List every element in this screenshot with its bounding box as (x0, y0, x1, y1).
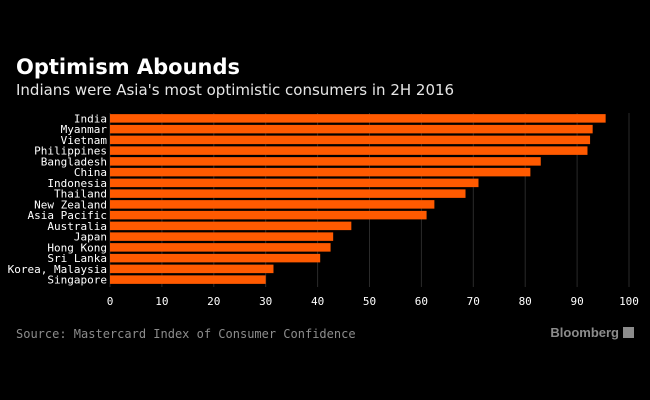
category-label: Japan (74, 231, 107, 244)
terminal-icon (623, 327, 634, 338)
brand-logo: Bloomberg (550, 325, 634, 340)
category-label: Philippines (34, 145, 107, 158)
category-label: Thailand (54, 188, 107, 201)
category-label: Singapore (47, 274, 107, 287)
bar (110, 135, 591, 145)
bar (110, 114, 606, 123)
bar (110, 178, 479, 188)
x-tick-label: 0 (107, 295, 114, 308)
bar (110, 232, 334, 241)
category-label: Indonesia (47, 177, 107, 190)
x-tick-label: 20 (207, 295, 220, 308)
category-label: Hong Kong (47, 241, 107, 254)
bar (110, 157, 541, 166)
x-tick-label: 80 (519, 295, 532, 308)
bar (110, 200, 435, 209)
category-label: Myanmar (61, 123, 108, 136)
x-tick-label: 60 (415, 295, 428, 308)
category-label: China (74, 166, 107, 179)
x-tick-label: 50 (363, 295, 376, 308)
bar (110, 167, 531, 177)
bar (110, 253, 321, 263)
brand-name: Bloomberg (550, 325, 619, 340)
x-tick-label: 40 (311, 295, 324, 308)
source-note: Source: Mastercard Index of Consumer Con… (16, 327, 356, 341)
bar (110, 189, 466, 198)
category-label: New Zealand (34, 198, 107, 211)
bar (110, 146, 588, 155)
bar (110, 264, 274, 274)
x-tick-label: 90 (570, 295, 583, 308)
x-tick-label: 30 (259, 295, 272, 308)
bar (110, 243, 331, 252)
category-label: Asia Pacific (28, 209, 107, 222)
x-tick-label: 100 (619, 295, 639, 308)
chart-subtitle: Indians were Asia's most optimistic cons… (16, 81, 455, 99)
category-label: Vietnam (61, 134, 108, 147)
category-label: Bangladesh (41, 155, 107, 168)
chart-title: Optimism Abounds (16, 55, 241, 79)
bar (110, 275, 266, 284)
category-label: India (74, 112, 107, 125)
bar (110, 221, 352, 231)
x-tick-label: 10 (155, 295, 168, 308)
category-label: Sri Lanka (47, 252, 107, 265)
bar (110, 124, 593, 134)
category-label: Australia (47, 220, 107, 233)
x-tick-label: 70 (467, 295, 480, 308)
bar (110, 210, 427, 220)
category-label: Korea, Malaysia (8, 263, 107, 276)
